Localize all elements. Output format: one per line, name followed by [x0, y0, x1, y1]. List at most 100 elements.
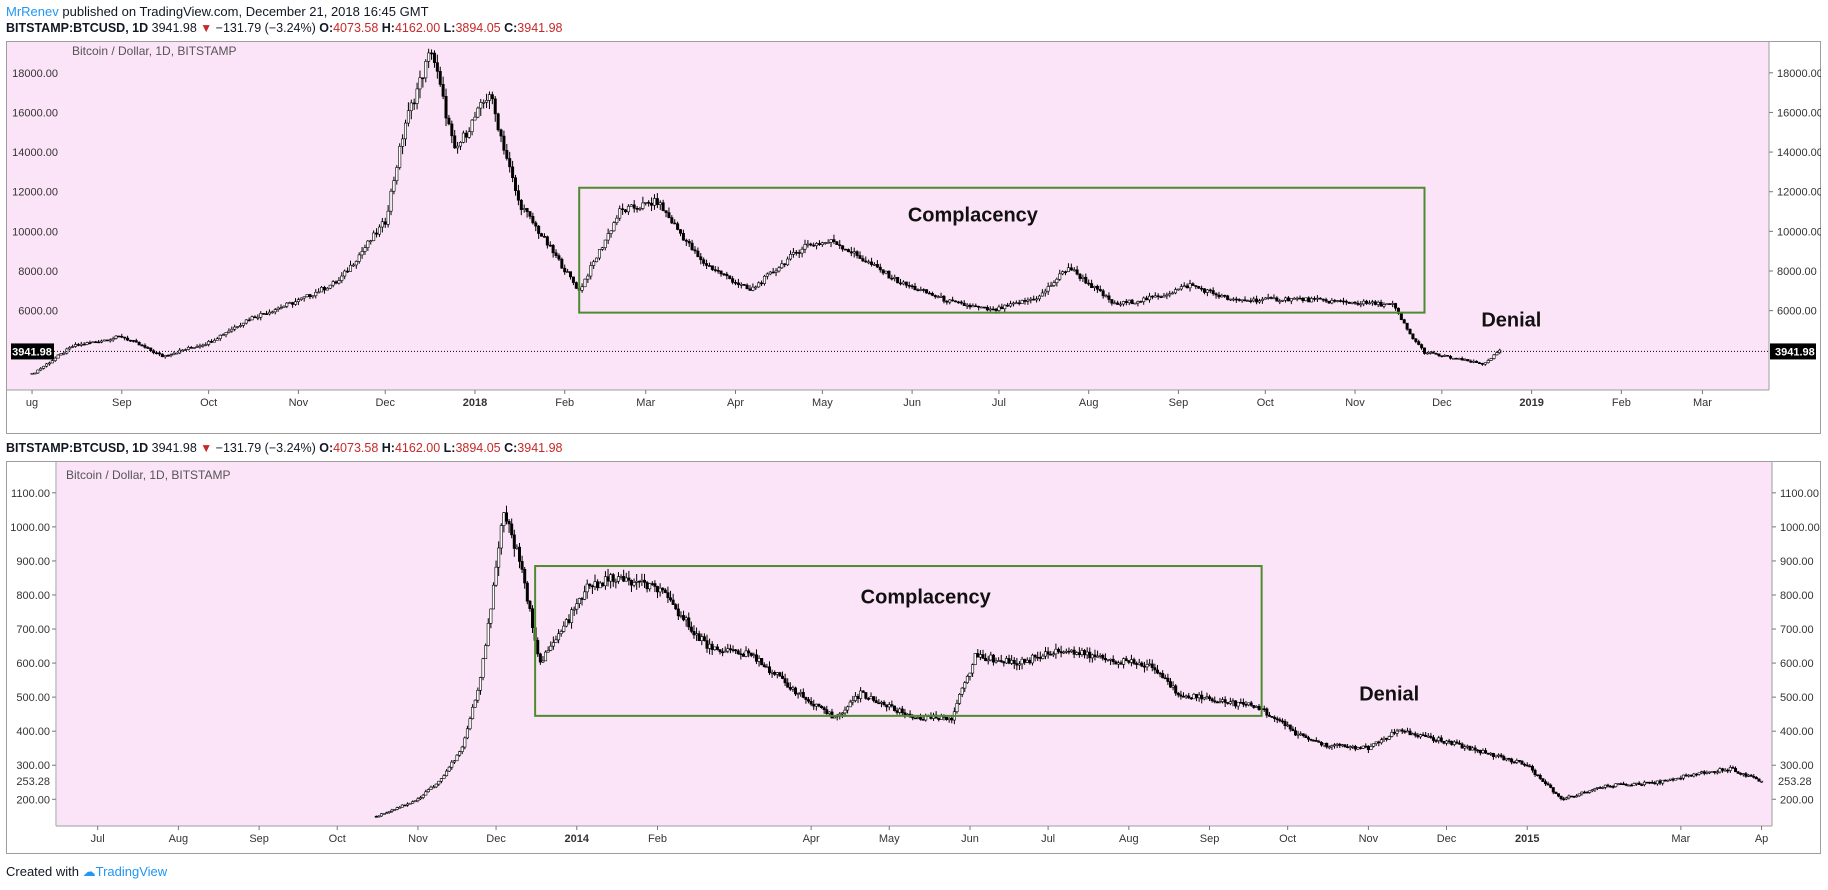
candle-body — [62, 352, 66, 355]
candle-body — [1525, 764, 1529, 767]
candle-body — [1314, 740, 1318, 742]
candle-body — [1372, 743, 1376, 747]
candle-body — [728, 275, 732, 279]
candle-body — [270, 311, 274, 314]
candle-body — [1101, 290, 1105, 297]
candle-body — [1241, 702, 1245, 705]
candle-body — [1163, 677, 1167, 680]
candle-body — [85, 342, 89, 345]
candle-body — [1218, 701, 1222, 703]
candle-body — [1030, 654, 1034, 664]
candle-body — [1130, 299, 1134, 304]
candle-body — [1284, 297, 1288, 301]
candle-body — [1434, 740, 1438, 742]
candle-body — [389, 190, 393, 212]
candle-body — [788, 687, 792, 690]
candle-body — [1158, 672, 1162, 675]
candle-body — [794, 251, 798, 254]
candle-body — [1391, 303, 1395, 305]
candle-body — [1622, 783, 1626, 786]
candle-body — [721, 651, 725, 654]
candle-body — [676, 223, 680, 230]
candle-body — [1041, 655, 1045, 659]
chart-panel-bottom[interactable]: Bitcoin / Dollar, 1D, BITSTAMP 1100.00 110… — [6, 461, 1821, 854]
candle-body — [1382, 737, 1386, 741]
candle-body — [1142, 297, 1146, 302]
candle-body — [473, 699, 477, 708]
candle-body — [1614, 783, 1618, 787]
candle-body — [1624, 783, 1628, 786]
candle-body — [1512, 761, 1516, 764]
candle-body — [305, 294, 309, 298]
candle-body — [796, 693, 800, 695]
x-tick-label: Mar — [1693, 397, 1712, 409]
candle-body — [1124, 301, 1128, 304]
candle-body — [878, 266, 882, 271]
candle-body — [637, 580, 641, 583]
candle-body — [1356, 747, 1360, 750]
candle-body — [1674, 778, 1678, 781]
candle-body — [1179, 286, 1183, 290]
candle-body — [947, 717, 951, 720]
candle-body — [218, 334, 222, 339]
candle-body — [409, 102, 413, 112]
complacency-label: Complacency — [861, 586, 992, 608]
candle-body — [1210, 698, 1214, 702]
x-tick-label: 2014 — [565, 833, 590, 845]
candle-body — [1408, 730, 1412, 736]
candle-body — [985, 307, 989, 311]
close-value: 3941.98 — [517, 21, 563, 35]
tradingview-link[interactable]: TradingView — [95, 864, 168, 879]
candle-body — [919, 717, 923, 720]
candle-body — [877, 702, 881, 705]
candle-body — [236, 326, 240, 328]
candle-body — [1168, 681, 1172, 688]
candle-body — [988, 308, 992, 311]
candle-body — [1684, 774, 1688, 777]
candle-body — [198, 345, 202, 348]
x-tick-label: May — [812, 397, 833, 409]
candle-body — [496, 113, 500, 131]
chart-panel-top[interactable]: Bitcoin / Dollar, 1D, BITSTAMP 18000.00 18… — [6, 41, 1821, 434]
candle-body — [658, 202, 662, 206]
candle-body — [804, 697, 808, 700]
candle-body — [1007, 658, 1011, 664]
candle-body — [265, 313, 269, 315]
candle-body — [455, 754, 459, 762]
candle-body — [1129, 659, 1133, 663]
candle-body — [1681, 774, 1685, 779]
candle-body — [734, 282, 738, 284]
candle-body — [1240, 299, 1244, 302]
candle-body — [1184, 695, 1188, 698]
x-tick-label: Mar — [1671, 833, 1690, 845]
candle-body — [499, 129, 503, 137]
y-tick-label-right: 600.00 — [1780, 658, 1814, 670]
candle-body — [1037, 295, 1041, 300]
x-tick-label: Jul — [1041, 833, 1055, 845]
candle-body — [1006, 304, 1010, 307]
candle-body — [1373, 301, 1377, 305]
y-tick-label-right: 1000.00 — [1780, 522, 1820, 534]
candle-body — [473, 116, 477, 121]
candle-body — [1327, 746, 1331, 749]
candle-body — [1150, 663, 1154, 668]
candle-body — [490, 94, 494, 100]
candle-body — [1174, 289, 1178, 294]
candle-body — [549, 645, 553, 651]
candle-body — [745, 284, 749, 290]
candle-body — [1223, 699, 1227, 703]
candle-body — [744, 650, 748, 657]
candle-body — [1510, 758, 1514, 763]
candle-body — [1306, 737, 1310, 740]
candle-body — [1580, 791, 1584, 795]
candle-body — [224, 332, 228, 336]
candle-body — [681, 233, 685, 241]
candle-body — [33, 372, 37, 375]
candle-body — [571, 276, 575, 283]
candle-body — [1036, 656, 1040, 659]
publish-line: MrRenev published on TradingView.com, De… — [6, 4, 429, 19]
candle-body — [1124, 658, 1128, 661]
y-tick-label-right: 16000.00 — [1777, 107, 1821, 119]
author-link[interactable]: MrRenev — [6, 4, 59, 19]
candle-body — [299, 297, 303, 300]
